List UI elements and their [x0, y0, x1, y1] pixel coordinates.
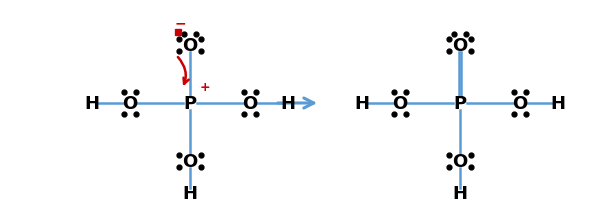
Text: P: P — [184, 95, 197, 112]
Text: P: P — [454, 95, 467, 112]
Text: O: O — [242, 95, 257, 112]
Text: H: H — [355, 95, 370, 112]
Text: O: O — [182, 152, 197, 170]
Text: O: O — [452, 152, 467, 170]
Text: H: H — [182, 184, 197, 202]
Text: O: O — [392, 95, 407, 112]
Text: H: H — [551, 95, 566, 112]
FancyArrowPatch shape — [178, 58, 188, 84]
Text: −: − — [174, 16, 186, 30]
Text: H: H — [85, 95, 100, 112]
Text: H: H — [452, 184, 467, 202]
Text: O: O — [182, 37, 197, 55]
Text: O: O — [122, 95, 137, 112]
Text: +: + — [200, 81, 211, 94]
Text: H: H — [281, 95, 296, 112]
Text: O: O — [452, 37, 467, 55]
Text: O: O — [512, 95, 527, 112]
